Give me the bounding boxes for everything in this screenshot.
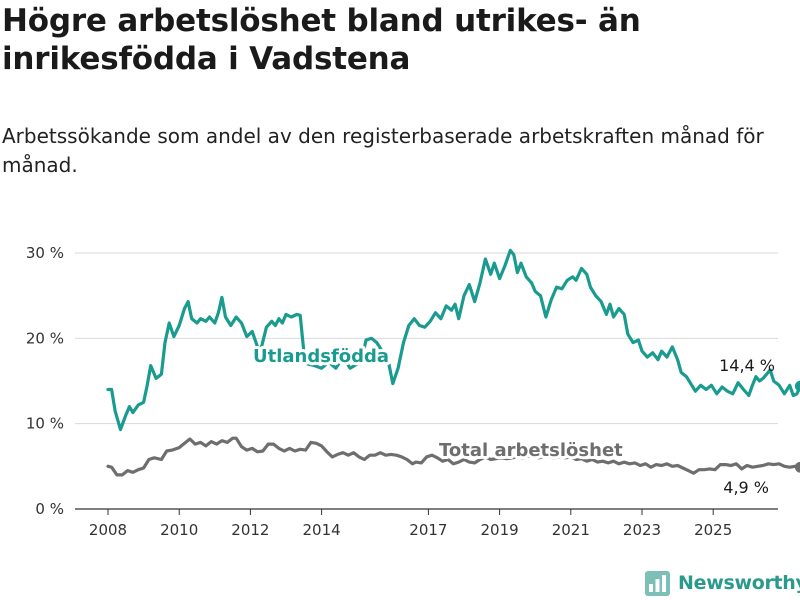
x-tick-label: 2008 xyxy=(89,521,127,539)
series-labels: Utlandsfödda Total arbetslöshet 14,4 % 4… xyxy=(250,343,775,497)
x-axis: 2008 2010 2012 2014 2017 2019 2021 2023 2025 xyxy=(89,509,732,539)
x-tick-label: 2017 xyxy=(409,521,447,539)
chart-title: Högre arbetslöshet bland utrikes- än inr… xyxy=(2,3,641,77)
chart-subtitle: Arbetssökande som andel av den registerb… xyxy=(2,124,764,177)
y-tick-label: 30 % xyxy=(26,244,64,262)
x-tick-label: 2012 xyxy=(231,521,269,539)
y-axis: 0 % 10 % 20 % 30 % xyxy=(26,244,64,518)
brand-name: Newsworthy xyxy=(678,572,800,594)
x-tick-label: 2014 xyxy=(303,521,341,539)
x-tick-label: 2021 xyxy=(552,521,590,539)
end-value-total: 4,9 % xyxy=(723,478,769,497)
newsworthy-brand[interactable]: Newsworthy xyxy=(645,568,800,598)
x-tick-label: 2025 xyxy=(694,521,732,539)
series-lines xyxy=(106,248,800,477)
bar-chart-logo-icon xyxy=(645,570,670,596)
x-tick-label: 2023 xyxy=(623,521,661,539)
y-tick-label: 20 % xyxy=(26,329,64,347)
x-tick-label: 2010 xyxy=(160,521,198,539)
end-point-utlandsfodda xyxy=(794,380,800,392)
grid-lines xyxy=(75,252,778,510)
end-point-total xyxy=(794,461,800,473)
x-tick-label: 2019 xyxy=(481,521,519,539)
series-label-utlandsfodda: Utlandsfödda xyxy=(253,346,389,367)
y-tick-label: 10 % xyxy=(26,415,64,433)
end-value-utlandsfodda: 14,4 % xyxy=(719,356,775,375)
series-line-total xyxy=(106,436,800,477)
series-line-utlandsfodda xyxy=(106,248,800,432)
y-tick-label: 0 % xyxy=(35,500,64,518)
series-label-total: Total arbetslöshet xyxy=(439,440,623,461)
